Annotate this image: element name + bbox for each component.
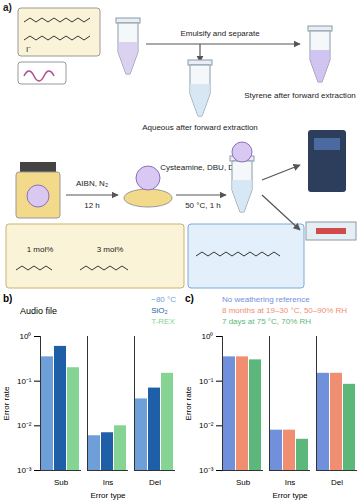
html-text:b): b) <box>3 293 13 304</box>
svg-text:10⁻¹: 10⁻¹ <box>17 377 32 386</box>
svg-text:10⁰: 10⁰ <box>202 332 214 341</box>
svg-text:Ins: Ins <box>103 478 114 487</box>
svg-text:50 °C, 1 h: 50 °C, 1 h <box>185 201 221 210</box>
svg-text:Emulsify and separate: Emulsify and separate <box>180 29 260 38</box>
svg-text:3 mol%: 3 mol% <box>97 245 124 254</box>
svg-text:Aqueous after forward extracti: Aqueous after forward extraction <box>142 123 258 132</box>
html-text:T-REX: T-REX <box>151 317 175 326</box>
svg-text:Cysteamine, DBU, DMF: Cysteamine, DBU, DMF <box>160 163 246 172</box>
svg-text:Del: Del <box>149 478 161 487</box>
svg-text:1 mol%: 1 mol% <box>27 245 54 254</box>
html-text:Audio file: Audio file <box>20 306 57 316</box>
svg-text:Error type: Error type <box>90 491 126 500</box>
svg-text:10⁻²: 10⁻² <box>199 421 214 430</box>
svg-text:10⁻²: 10⁻² <box>17 421 32 430</box>
svg-text:10⁻³: 10⁻³ <box>199 466 214 475</box>
svg-text:I⁻: I⁻ <box>26 45 31 54</box>
html-text:7 days at 75 °C, 70% RH: 7 days at 75 °C, 70% RH <box>222 317 311 326</box>
html-text:No weathering reference: No weathering reference <box>222 295 310 304</box>
svg-text:Error rate: Error rate <box>2 386 11 420</box>
svg-text:Sub: Sub <box>54 478 69 487</box>
svg-text:Error rate: Error rate <box>184 386 193 420</box>
svg-text:10⁰: 10⁰ <box>20 332 32 341</box>
html-text:−80 °C: −80 °C <box>151 295 176 304</box>
svg-text:12 h: 12 h <box>84 201 100 210</box>
svg-text:Sub: Sub <box>236 478 251 487</box>
svg-text:Ins: Ins <box>285 478 296 487</box>
svg-text:10⁻³: 10⁻³ <box>17 466 32 475</box>
html-text:SiO₂: SiO₂ <box>151 306 168 315</box>
svg-text:10⁻¹: 10⁻¹ <box>199 377 214 386</box>
svg-text:a): a) <box>3 2 12 13</box>
svg-text:Error type: Error type <box>272 491 308 500</box>
svg-text:Styrene after forward extracti: Styrene after forward extraction <box>244 91 356 100</box>
svg-text:AIBN, N₂: AIBN, N₂ <box>76 179 108 188</box>
html-text:8 months at 19–30 °C, 50–90% R: 8 months at 19–30 °C, 50–90% RH <box>222 306 348 315</box>
html-text:c): c) <box>185 293 194 304</box>
svg-text:Del: Del <box>331 478 343 487</box>
